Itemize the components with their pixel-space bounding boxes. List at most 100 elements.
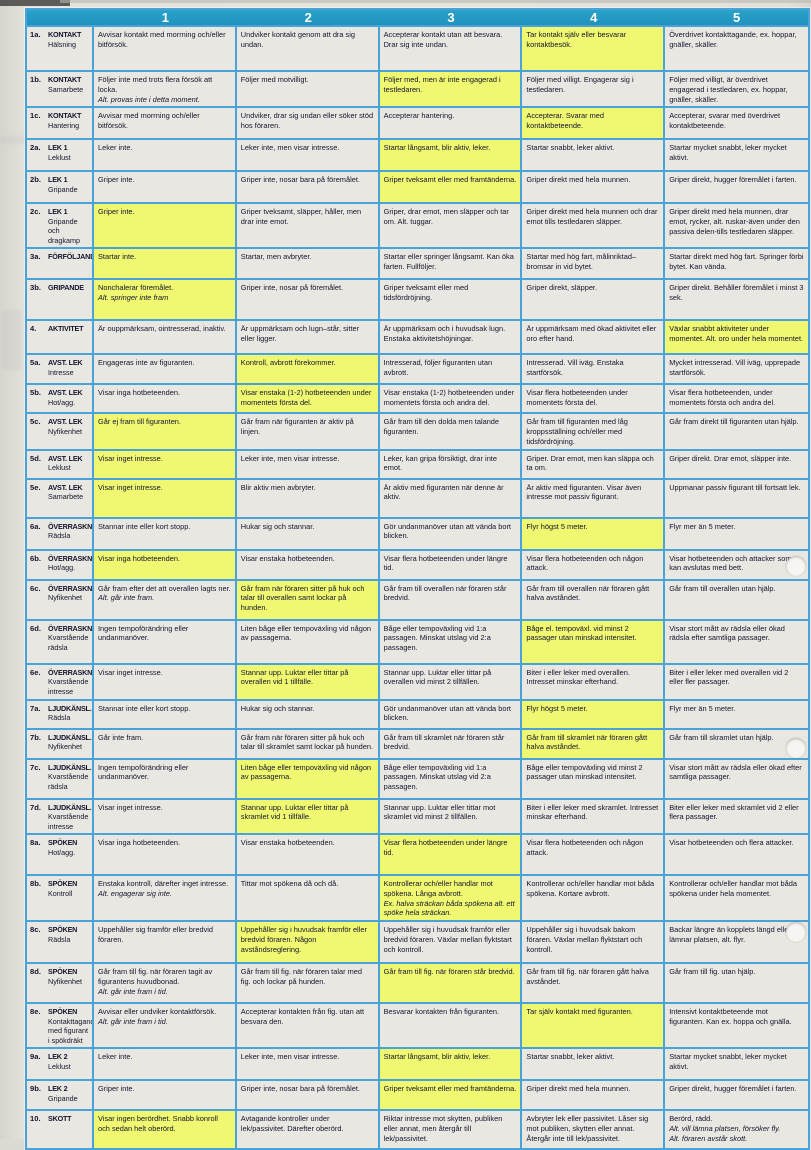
grade-cell: Griper direkt, hugger föremålet i farten… [665, 1081, 808, 1110]
grade-cell: Griper inte. [94, 1081, 237, 1110]
grade-cell-text: Visar flera hotbeteenden under momentets… [526, 388, 628, 408]
category-name: LJUDKÄNSL. [48, 802, 92, 812]
grade-cell-text: Uppmanar passiv figurant till fortsatt l… [669, 482, 801, 492]
grade-cell-text: Visar inga hotbeteenden. [98, 838, 181, 848]
grade-cell-marked: Tar själv kontakt med figuranten. [522, 1004, 666, 1048]
grade-cell-marked: Griper tveksamt eller med framtänderna. [379, 1081, 523, 1110]
row-category: AVST. LEK Hot/agg. [47, 385, 94, 413]
grade-cell-text: Är uppmärksam och lugn–står, sitter elle… [240, 324, 360, 344]
grade-cell-text: Griper direkt med hela munnen och drar e… [526, 207, 658, 227]
grade-cell-text: Avvisar kontakt med morrning och/eller b… [98, 30, 226, 49]
category-name: SPÖKEN [48, 1007, 78, 1017]
table-row: 5e. AVST. LEK Samarbete Visar inget intress… [27, 479, 808, 519]
grade-cell-text: Nonchalerar föremålet. [98, 283, 174, 293]
grade-cell: Följer med villigt, är överdrivet engage… [665, 72, 808, 107]
grade-cell-marked: Växlar snabbt aktiviteter under momentet… [665, 321, 808, 354]
grade-cell-marked: Visar inga hotbeteenden. [94, 550, 237, 579]
grade-cell-text: Visar stort mått av rädsla eller ökad ef… [669, 762, 802, 782]
grade-cell-marked: Går fram när föraren sitter på huk och t… [236, 580, 380, 619]
grade-cell: Följer med motvilligt. [236, 72, 380, 107]
grade-cell: Intresserad. Vill iväg. Enstaka startför… [522, 355, 666, 384]
grade-cell: Visar flera hotbeteenden och någon attac… [522, 550, 666, 579]
row-category: LEK 2 Gripande [47, 1081, 94, 1110]
grade-cell-text: Båge eller tempoväxling vid minst 2 pass… [526, 762, 643, 782]
row-id: 7c. [27, 759, 47, 798]
row-id: 6c. [27, 580, 47, 619]
category-name: ÖVERRASKN. [48, 667, 94, 677]
row-id: 6e. [27, 664, 47, 699]
grade-cell-marked: Griper tveksamt eller med framtänderna. [379, 172, 523, 203]
grade-cell-text: Griper tveksamt eller med framtänderna. [383, 175, 517, 185]
row-id: 1a. [27, 27, 47, 70]
grade-cell-text: Går fram till fig. när föraren tagit av … [98, 967, 213, 986]
grade-cell: Biter i eller leker med overallen. Intre… [522, 664, 666, 699]
category-name: LJUDKÄNSL. [48, 762, 92, 772]
grade-cell-text: Griper, drar emot, men släpper och tar o… [383, 207, 509, 227]
grade-cell: Riktar intresse mot skytten, publiken el… [379, 1111, 523, 1149]
grade-cell-text: Går fram efter det att overallen lagts n… [98, 583, 231, 593]
grade-cell-text: Kontrollerar och/eller handlar mot båda … [669, 879, 797, 898]
grade-cell: Blir aktiv men avbryter. [236, 479, 380, 517]
grade-cell-text: Uppehåller sig i huvudsak framför eller … [383, 925, 512, 954]
grade-cell-text: Båge eller tempoväxling vid 1:a passagen… [383, 623, 491, 653]
grade-cell-marked: Går fram till fig. när föraren står bred… [379, 964, 523, 1003]
grade-cell-marked: Accepterar. Svarar med kontaktbeteende. [522, 108, 666, 139]
category-subname: Hot/agg. [48, 847, 76, 857]
grade-cell-text: Tar kontakt själv eller besvarar kontakt… [526, 30, 627, 49]
grade-cell: Ingen tempoförändring eller undanmanöver… [94, 620, 237, 663]
grade-cell-text: Ingen tempoförändring eller undanmanöver… [98, 623, 189, 643]
grade-cell-text: Intresserad, följer figuranten utan avbr… [383, 358, 493, 378]
grade-cell-text: Griper tveksamt, släpper, håller, men dr… [240, 207, 362, 227]
grade-cell: Avvisar med morrning och/eller bitförsök… [94, 108, 237, 139]
grade-cell-text: Visar enstaka hotbeteenden. [240, 553, 335, 563]
category-subname: Intresse [48, 367, 74, 377]
grade-cell-text: Griper direkt, släpper. [526, 283, 598, 293]
row-id: 1b. [27, 72, 47, 107]
grade-cell-text: Stannar inte eller kort stopp. [98, 703, 191, 713]
table-row: 8b. SPÖKEN Kontroll Enstaka kontroll, däref… [27, 876, 808, 923]
grade-cell: Båge eller tempoväxling vid 1:a passagen… [379, 620, 523, 663]
grade-cell-text: Biter i eller leker med skramlet. Intres… [526, 802, 659, 822]
category-subname: Kvarstående intresse [48, 677, 89, 696]
grade-cell: Startar med hög fart, målinriktad–bromsa… [522, 249, 666, 279]
grade-cell-text: Startar mycket snabbt, leker mycket akti… [669, 143, 787, 163]
category-name: LEK 1 [48, 175, 68, 185]
category-name: ÖVERRASKN. [48, 623, 94, 633]
grade-cell-text: Intresserad. Vill iväg. Enstaka startför… [526, 358, 624, 378]
grade-cell-text: Startar med hög fart, målinriktad–bromsa… [526, 252, 637, 272]
category-subname: Leklust [48, 152, 71, 162]
row-category: SPÖKEN Kontakttagande med figurant i spök… [47, 1004, 94, 1048]
category-name: KONTAKT [48, 111, 82, 121]
grade-cell-text: Visar inga hotbeteenden. [98, 553, 181, 563]
row-category: LEK 1 Gripande och dragkamp [47, 204, 94, 248]
grade-cell-marked: Startar inte. [94, 249, 237, 279]
grade-cell: Visar flera hotbeteenden, under momentet… [665, 385, 808, 413]
grade-cell-text: Växlar snabbt aktiviteter under momentet… [669, 324, 804, 344]
table-body: 1a. KONTAKT Hälsning Avvisar kontakt med mo… [27, 27, 808, 1149]
category-subname: Gripande och dragkamp [48, 216, 80, 245]
table-row: 7c. LJUDKÄNSL. Kvarstående rädsla Ingen tem… [27, 759, 808, 800]
grade-cell-text: Överdrivet kontakttagande, ex. hoppar, g… [669, 30, 797, 49]
category-subname: Hantering [48, 120, 80, 130]
grade-cell-text: Visar flera hotbeteenden och någon attac… [526, 838, 644, 857]
grade-cell: Visar inga hotbeteenden. [94, 385, 237, 413]
grade-cell: Griper tveksamt eller med tidsfördröjnin… [379, 280, 523, 320]
row-id: 1c. [27, 108, 47, 139]
grade-cell-marked: Stannar upp. Luktar eller tittar på over… [236, 664, 380, 699]
grade-cell: Visar inga hotbeteenden. [94, 835, 237, 875]
grade-cell: Avvisar eller undviker kontaktförsök. Alt… [94, 1004, 237, 1048]
grade-cell-text: Visar inget intresse. [98, 667, 163, 677]
category-name: SPÖKEN [48, 838, 78, 848]
row-category: KONTAKT Hälsning [47, 27, 94, 70]
category-name: SPÖKEN [48, 967, 78, 977]
table-row: 6b. ÖVERRASKN. Hot/agg. Visar inga hotbetee… [27, 550, 808, 581]
row-id: 6b. [27, 550, 47, 579]
grade-cell-text: Uppehåller sig i huvudsak bakom föraren.… [526, 925, 643, 954]
grade-cell-text: Griper direkt, hugger föremålet i farten… [669, 1084, 797, 1094]
grade-cell-text: Griper tveksamt eller med framtänderna. [383, 1084, 517, 1094]
grade-cell-text: Går fram till skramlet när föraren står … [383, 732, 505, 752]
grade-cell-text: Kontroll, avbrott förekommer. [240, 358, 336, 368]
grade-cell-text: Avvisar med morrning och/eller bitförsök… [98, 111, 200, 131]
grade-cell: Tittar mot spökena då och då. [236, 876, 380, 921]
table-row: 7d. LJUDKÄNSL. Kvarstående intresse Visar i… [27, 799, 808, 836]
